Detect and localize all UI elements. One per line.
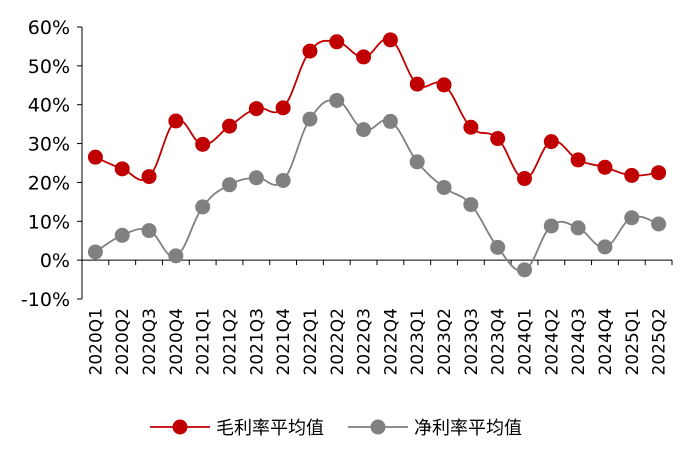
data-point — [436, 77, 452, 93]
data-point — [302, 43, 318, 59]
x-tick-label: 2020Q4 — [167, 308, 187, 375]
y-tick-label: -10% — [21, 289, 70, 311]
data-point — [382, 32, 398, 48]
x-tick-label: 2022Q4 — [381, 308, 401, 375]
data-point — [651, 216, 667, 232]
data-point — [195, 136, 211, 152]
x-tick-label: 2022Q1 — [301, 308, 321, 375]
x-tick-label: 2021Q3 — [247, 308, 267, 375]
x-tick-label: 2025Q2 — [650, 308, 670, 375]
data-point — [436, 179, 452, 195]
y-tick-label: 40% — [28, 95, 70, 117]
data-point — [517, 171, 532, 187]
x-tick-label: 2025Q1 — [623, 308, 643, 375]
data-point — [168, 113, 184, 129]
y-tick-labels: 60% 50% 40% 30% 20% 10% 0% -10% — [21, 17, 70, 311]
data-point — [141, 223, 157, 239]
x-tick-label: 2024Q4 — [596, 308, 616, 375]
data-point — [624, 210, 640, 226]
data-point — [570, 152, 586, 168]
data-point — [114, 161, 130, 177]
data-point — [87, 149, 103, 165]
legend-item: 净利率平均值 — [348, 418, 522, 439]
data-point — [87, 244, 103, 260]
x-tick-label: 2021Q1 — [194, 308, 214, 375]
x-tick-label: 2023Q4 — [489, 308, 509, 375]
data-point — [356, 49, 372, 65]
x-tick-label: 2022Q2 — [328, 308, 348, 375]
data-point — [195, 199, 211, 215]
data-point — [329, 34, 345, 50]
data-point — [409, 76, 425, 92]
x-tick-label: 2024Q2 — [542, 308, 562, 375]
data-point — [141, 169, 157, 185]
data-point — [517, 262, 532, 278]
data-point — [222, 177, 237, 193]
legend-label: 毛利率平均值 — [216, 418, 324, 439]
data-point — [114, 227, 130, 243]
data-point — [222, 118, 237, 134]
data-point — [624, 167, 640, 183]
x-tick-label: 2020Q2 — [113, 308, 133, 375]
data-point — [248, 101, 264, 117]
data-point — [543, 134, 559, 150]
data-point — [490, 131, 506, 147]
data-point — [597, 239, 613, 255]
x-tick-label: 2020Q1 — [86, 308, 106, 375]
y-tick-label: 20% — [28, 172, 70, 194]
data-point — [275, 100, 291, 116]
series-line — [95, 38, 659, 181]
legend: 毛利率平均值 净利率平均值 — [150, 418, 522, 439]
data-point — [248, 170, 264, 186]
data-point — [543, 218, 559, 234]
y-tick-label: 10% — [28, 211, 70, 233]
legend-item: 毛利率平均值 — [150, 418, 324, 439]
x-tick-label: 2024Q3 — [569, 308, 589, 375]
series-net-margin — [87, 92, 667, 278]
data-point — [651, 165, 667, 181]
data-point — [329, 92, 345, 108]
data-point — [356, 122, 372, 138]
legend-marker — [172, 419, 188, 435]
data-point — [597, 159, 613, 175]
legend-label: 净利率平均值 — [414, 418, 522, 439]
data-point — [463, 119, 479, 135]
x-tick-label: 2022Q3 — [355, 308, 375, 375]
legend-marker — [370, 419, 386, 435]
x-tick-label: 2020Q3 — [140, 308, 160, 375]
x-tick-label: 2023Q1 — [408, 308, 428, 375]
data-point — [302, 111, 318, 127]
x-tick-label: 2021Q4 — [274, 308, 294, 375]
data-point — [168, 248, 184, 264]
data-point — [570, 220, 586, 236]
x-tick-labels: 2020Q1 2020Q2 2020Q3 2020Q4 2021Q1 2021Q2 2021… — [86, 308, 669, 375]
x-tick-label: 2021Q2 — [221, 308, 241, 375]
x-tick-label: 2024Q1 — [516, 308, 536, 375]
data-point — [409, 154, 425, 170]
y-tick-label: 60% — [28, 17, 70, 39]
x-tick-label: 2023Q2 — [435, 308, 455, 375]
data-point — [463, 197, 479, 213]
x-tick-label: 2023Q3 — [462, 308, 482, 375]
y-tick-label: 30% — [28, 134, 70, 156]
series-line — [94, 99, 659, 272]
y-tick-label: 50% — [28, 56, 70, 78]
data-point — [275, 172, 291, 188]
series-layer — [87, 32, 667, 278]
data-point — [382, 113, 398, 129]
y-tick-label: 0% — [40, 250, 70, 272]
series-gross-margin — [87, 32, 667, 187]
data-point — [490, 239, 506, 255]
